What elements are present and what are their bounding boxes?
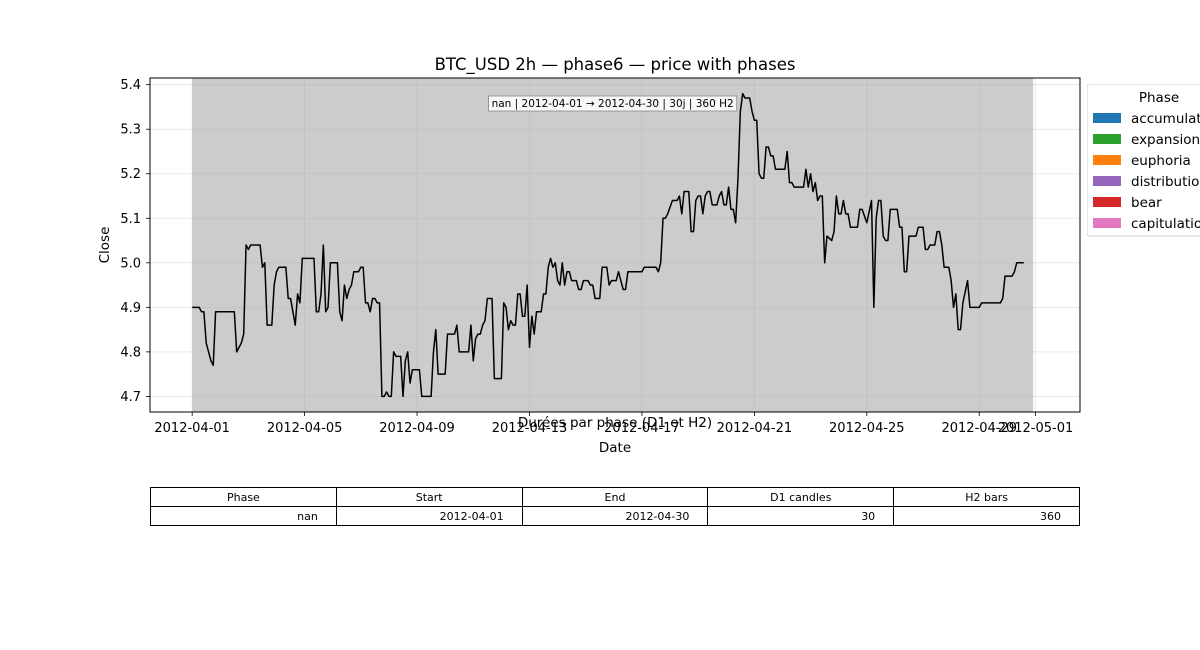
table-cell-start: 2012-04-01	[335, 506, 523, 526]
table-cell-h2-bars: 360	[893, 506, 1080, 526]
table-header-cell: D1 candles	[707, 487, 895, 507]
legend-label: expansion	[1131, 132, 1200, 148]
plot-frame	[149, 77, 1081, 413]
x-tick-label: 2012-04-13	[492, 421, 568, 436]
y-tick-label: 4.9	[120, 301, 141, 316]
x-tick-label: 2012-04-25	[829, 421, 905, 436]
legend: Phase accumulation expansion euphoria distr…	[1087, 84, 1200, 237]
y-tick-label: 5.0	[120, 256, 141, 271]
legend-label: bear	[1131, 195, 1162, 211]
table-header-cell: Start	[335, 487, 523, 507]
phase-annotation-box	[488, 95, 738, 112]
x-tick-label: 2012-05-01	[998, 421, 1074, 436]
legend-label: euphoria	[1131, 153, 1191, 169]
chart-title: BTC_USD 2h — phase6 — price with phases	[435, 55, 796, 75]
table-cell-end: 2012-04-30	[521, 506, 709, 526]
y-axis-label: Close	[97, 227, 113, 264]
x-tick-label: 2012-04-01	[154, 421, 230, 436]
table-header-cell: H2 bars	[893, 487, 1080, 507]
y-tick-label: 5.4	[120, 78, 141, 93]
y-tick-label: 4.7	[120, 390, 141, 405]
legend-label: capitulation	[1131, 216, 1200, 232]
y-tick-label: 5.3	[120, 123, 141, 138]
legend-swatch	[1093, 176, 1121, 186]
legend-swatch	[1093, 197, 1121, 207]
price-line	[192, 92, 1024, 398]
y-tick-label: 5.2	[120, 167, 141, 182]
y-tick-label: 5.1	[120, 212, 141, 227]
x-tick-label: 2012-04-21	[717, 421, 793, 436]
legend-swatch	[1093, 134, 1121, 144]
legend-title: Phase	[1139, 90, 1179, 106]
phase-annotation-text: nan | 2012-04-01 → 2012-04-30 | 30j | 36…	[492, 98, 734, 110]
x-tick-label: 2012-04-09	[379, 421, 455, 436]
legend-swatch	[1093, 155, 1121, 165]
y-tick-label: 4.8	[120, 345, 141, 360]
table-row: nan 2012-04-01 2012-04-30 30 360	[150, 506, 1080, 526]
legend-label: distribution	[1131, 174, 1200, 190]
table-header-cell: End	[521, 487, 709, 507]
legend-label: accumulation	[1131, 111, 1200, 127]
legend-swatch	[1093, 113, 1121, 123]
table-cell-phase: nan	[150, 506, 337, 526]
table-cell-d1-candles: 30	[707, 506, 895, 526]
table-header-row: Phase Start End D1 candles H2 bars	[150, 487, 1080, 507]
x-axis-label: Date	[599, 440, 631, 456]
table-header-cell: Phase	[150, 487, 337, 507]
legend-swatch	[1093, 218, 1121, 228]
table-title: Durées par phase (D1 et H2)	[518, 415, 712, 431]
phase-duration-table: Phase Start End D1 candles H2 bars nan 2…	[150, 487, 1080, 526]
phase-span	[192, 78, 1034, 412]
x-tick-label: 2012-04-29	[941, 421, 1017, 436]
x-tick-label: 2012-04-17	[604, 421, 680, 436]
x-tick-label: 2012-04-05	[267, 421, 343, 436]
